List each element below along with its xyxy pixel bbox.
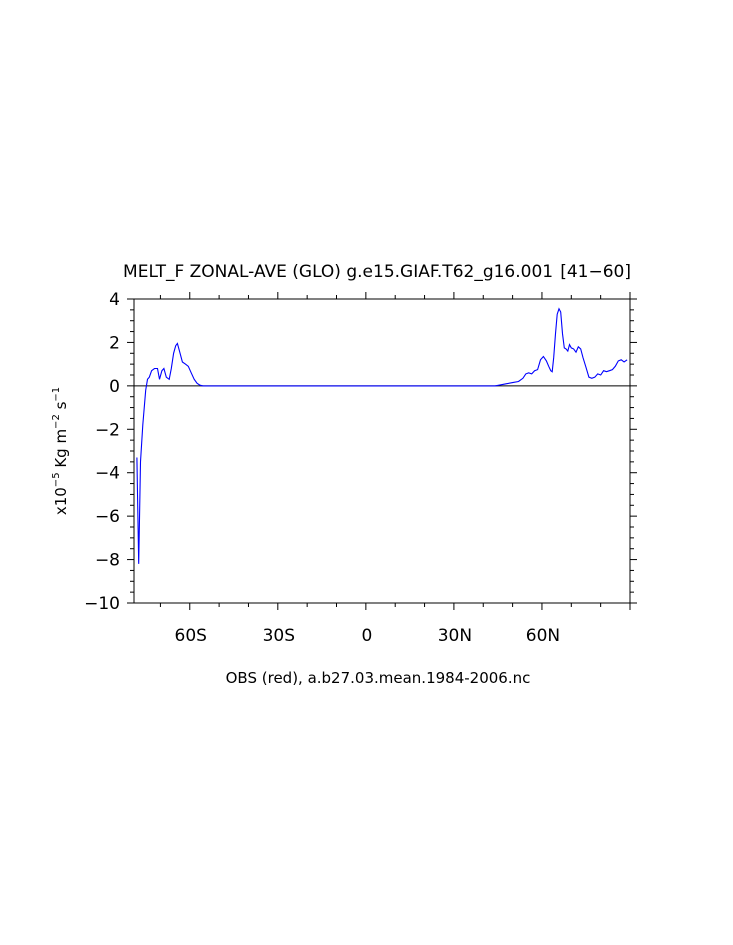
y-tick-label: −4	[95, 464, 120, 484]
y-tick-label: 0	[109, 377, 120, 397]
series-line-model	[136, 307, 628, 564]
y-axis-label-exp2: −2	[51, 414, 62, 429]
x-ticks	[159, 292, 631, 610]
x-tick-label: 30S	[263, 626, 295, 646]
y-axis-label-mid2: s	[52, 401, 70, 414]
y-tick-label: −2	[95, 420, 120, 440]
y-ticks	[127, 298, 637, 604]
x-tick-label: 0	[361, 626, 372, 646]
plot-frame	[133, 298, 631, 604]
y-axis-label-prefix: x10	[52, 487, 70, 515]
y-axis-label-exp3: −1	[51, 387, 62, 402]
y-tick-label: −6	[95, 507, 120, 527]
chart-title: MELT_F ZONAL-AVE (GLO) g.e15.GIAF.T62_g1…	[123, 262, 631, 282]
y-tick-label: −10	[84, 594, 120, 614]
y-tick-labels: 4 2 0 −2 −4 −6 −8 −10	[84, 290, 120, 614]
x-tick-label: 60S	[175, 626, 207, 646]
y-tick-label: −8	[95, 551, 120, 571]
y-tick-label: 4	[109, 290, 120, 310]
y-axis-label: x10−5 Kg m−2 s−1	[51, 387, 70, 515]
series-group	[136, 307, 628, 564]
x-tick-label: 60N	[526, 626, 560, 646]
y-tick-label: 2	[109, 333, 120, 353]
y-axis-label-mid: Kg m	[52, 429, 70, 473]
y-axis-label-exp1: −5	[51, 472, 62, 487]
x-tick-label: 30N	[438, 626, 472, 646]
x-axis-label: OBS (red), a.b27.03.mean.1984-2006.nc	[226, 669, 531, 687]
x-tick-labels: 60S 30S 0 30N 60N	[175, 626, 561, 646]
